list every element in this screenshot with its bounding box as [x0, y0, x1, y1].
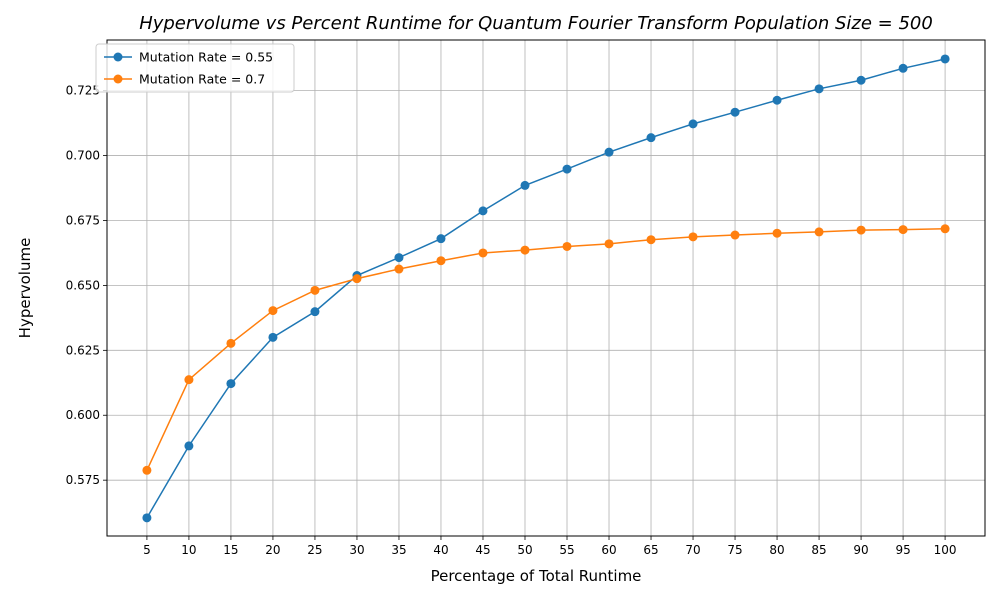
x-tick-label: 55	[559, 543, 574, 557]
data-point	[436, 234, 446, 244]
x-tick-label: 15	[223, 543, 238, 557]
x-tick-label: 75	[727, 543, 742, 557]
x-tick-label: 40	[433, 543, 448, 557]
x-tick-label: 100	[934, 543, 957, 557]
x-axis-label: Percentage of Total Runtime	[431, 567, 642, 585]
legend-item: Mutation Rate = 0.7	[104, 72, 265, 87]
series-layer	[142, 54, 950, 523]
data-point	[856, 225, 866, 235]
legend-marker	[113, 74, 123, 84]
data-point	[688, 119, 698, 129]
y-tick-label: 0.675	[66, 213, 100, 227]
x-axis: 5 10 15 20 25 30 35 40 45 50 55 60 65 70 75 80 85 90 95 100	[143, 536, 957, 557]
x-tick-label: 35	[391, 543, 406, 557]
data-point	[814, 227, 824, 237]
x-tick-label: 30	[349, 543, 364, 557]
x-tick-label: 25	[307, 543, 322, 557]
legend-marker	[113, 52, 123, 62]
y-tick-label: 0.575	[66, 473, 100, 487]
legend: Mutation Rate = 0.55 Mutation Rate = 0.7	[95, 43, 295, 93]
series-2	[142, 224, 950, 475]
series-line	[146, 228, 946, 471]
data-point	[730, 230, 740, 240]
x-tick-label: 80	[769, 543, 784, 557]
data-point	[478, 206, 488, 216]
data-point	[310, 307, 320, 317]
series-line	[146, 58, 946, 519]
x-tick-label: 90	[853, 543, 868, 557]
data-point	[898, 63, 908, 73]
data-point	[310, 285, 320, 295]
legend-label: Mutation Rate = 0.55	[139, 50, 273, 65]
data-point	[646, 133, 656, 143]
x-tick-label: 20	[265, 543, 280, 557]
y-axis-label: Hypervolume	[16, 238, 34, 339]
data-point	[772, 228, 782, 238]
data-point	[268, 306, 278, 316]
data-point	[562, 241, 572, 251]
data-point	[940, 54, 950, 64]
data-point	[184, 375, 194, 385]
data-point	[478, 248, 488, 258]
data-point	[814, 84, 824, 94]
data-point	[352, 274, 362, 284]
data-point	[730, 107, 740, 117]
x-tick-label: 70	[685, 543, 700, 557]
data-point	[436, 256, 446, 266]
data-point	[856, 75, 866, 85]
x-tick-label: 95	[895, 543, 910, 557]
data-point	[226, 379, 236, 389]
y-tick-label: 0.625	[66, 343, 100, 357]
data-point	[268, 332, 278, 342]
data-point	[688, 232, 698, 242]
data-point	[394, 253, 404, 263]
grid-lines	[107, 40, 985, 536]
y-axis: 0.575 0.600 0.625 0.650 0.675 0.700 0.725	[66, 84, 107, 487]
y-tick-label: 0.650	[66, 278, 100, 292]
data-point	[394, 264, 404, 274]
data-point	[520, 180, 530, 190]
x-tick-label: 65	[643, 543, 658, 557]
data-point	[898, 225, 908, 235]
data-point	[772, 95, 782, 105]
y-tick-label: 0.700	[66, 149, 100, 163]
x-tick-label: 5	[143, 543, 151, 557]
y-tick-label: 0.725	[66, 84, 100, 98]
x-tick-label: 45	[475, 543, 490, 557]
x-tick-label: 50	[517, 543, 532, 557]
data-point	[646, 235, 656, 245]
legend-box	[95, 43, 295, 93]
data-point	[184, 441, 194, 451]
chart-title: Hypervolume vs Percent Runtime for Quant…	[139, 13, 933, 34]
x-tick-label: 60	[601, 543, 616, 557]
data-point	[520, 245, 530, 255]
x-tick-label: 85	[811, 543, 826, 557]
data-point	[604, 147, 614, 157]
data-point	[940, 224, 950, 234]
series-1	[142, 54, 950, 523]
data-point	[226, 338, 236, 348]
data-point	[562, 164, 572, 174]
y-tick-label: 0.600	[66, 408, 100, 422]
x-tick-label: 10	[181, 543, 196, 557]
data-point	[142, 465, 152, 475]
legend-label: Mutation Rate = 0.7	[139, 72, 265, 87]
plot-frame	[106, 39, 986, 537]
data-point	[604, 239, 614, 249]
data-point	[142, 513, 152, 523]
legend-item: Mutation Rate = 0.55	[104, 50, 273, 65]
